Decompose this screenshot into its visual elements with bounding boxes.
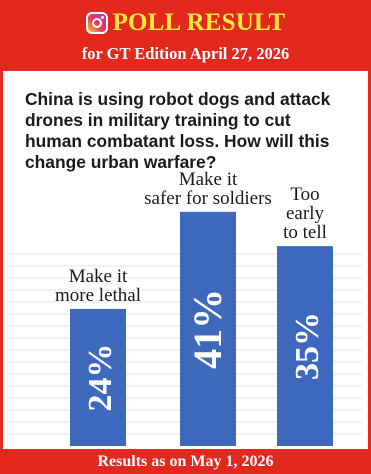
edition-subtitle: for GT Edition April 27, 2026 <box>81 44 290 63</box>
bar-3 <box>277 246 333 446</box>
poll-question: China is using robot dogs and attack dro… <box>25 89 331 172</box>
page-title: POLL RESULT <box>112 9 286 36</box>
instagram-icon <box>85 12 108 34</box>
header-banner: POLL RESULT for GT Edition April 27, 202… <box>3 3 368 71</box>
category-label-2: safer for soldiers <box>144 188 272 209</box>
results-footer: Results as on May 1, 2026 <box>3 449 368 474</box>
bar-value-label-1: 24% <box>82 343 119 411</box>
category-label-1: Make it <box>69 266 128 287</box>
category-label-2: Make it <box>179 169 238 190</box>
bar-2 <box>180 211 236 446</box>
category-label-3: Too <box>290 184 319 205</box>
category-label-3: early <box>286 203 324 224</box>
bar-value-label-3: 35% <box>289 312 326 380</box>
bar-value-label-2: 41% <box>185 289 230 369</box>
bar-1 <box>70 308 126 446</box>
title-row: POLL RESULT <box>3 7 368 39</box>
category-label-3: to tell <box>283 222 327 243</box>
category-label-1: more lethal <box>55 285 141 306</box>
